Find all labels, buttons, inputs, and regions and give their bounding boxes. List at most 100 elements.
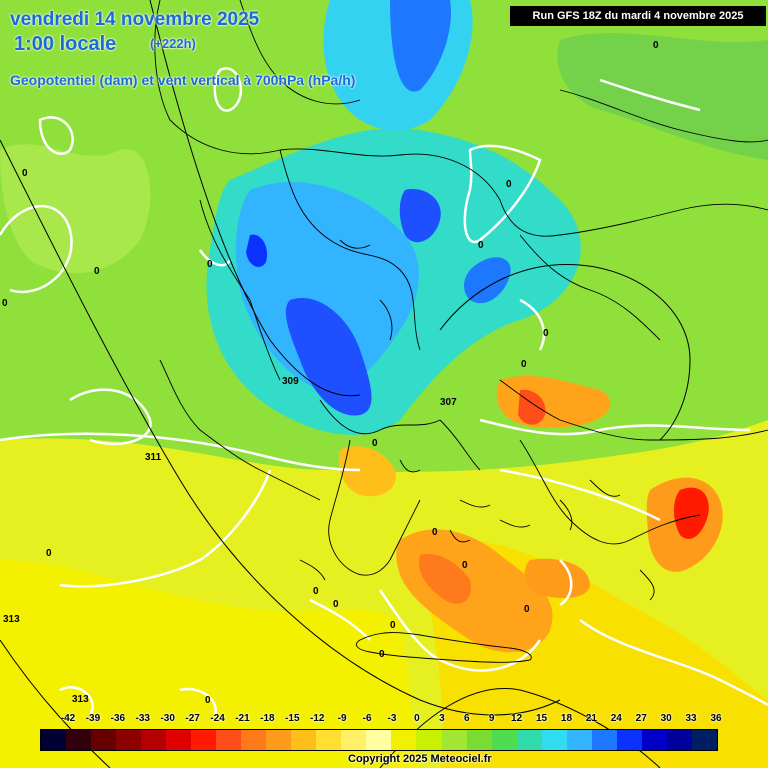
zero-label: 0 [372,438,378,449]
contour-label-311: 311 [145,452,162,463]
scale-cell [416,730,442,750]
scale-cell [316,730,342,750]
scale-cell [91,730,117,750]
scale-cell [66,730,92,750]
scale-cell [291,730,317,750]
zero-label: 0 [524,604,530,615]
yellow-region-sw [0,560,420,768]
zero-label: 0 [205,695,211,706]
zero-label: 0 [390,620,396,631]
scale-cell [116,730,142,750]
scale-tick-label: -24 [210,713,225,724]
scale-tick-label: 33 [685,713,697,724]
blue-patch-2 [464,257,511,304]
deep-orange-region [419,554,471,604]
scale-cell [641,730,667,750]
scale-cell [241,730,267,750]
zero-label: 0 [379,649,385,660]
forecast-date: vendredi 14 novembre 2025 [10,9,260,30]
scale-cell [691,730,717,750]
scale-cell [441,730,467,750]
scale-tick-label: 15 [535,713,548,724]
orange-patch-west [338,446,396,497]
scale-cell [166,730,192,750]
zero-label: 0 [2,298,8,309]
scale-cell [491,730,517,750]
scale-tick-label: -9 [337,713,347,724]
zero-label: 0 [653,40,659,51]
scale-tick-label: 27 [635,713,647,724]
zero-label: 0 [506,179,512,190]
zero-label: 0 [207,259,213,270]
scale-tick-label: -3 [387,713,397,724]
contour-label-313: 313 [3,614,20,625]
copyright: Copyright 2025 Meteociel.fr [348,753,492,765]
zero-label: 0 [22,168,28,179]
scale-cell [391,730,417,750]
contour-label-313: 313 [72,694,89,705]
scale-cell [591,730,617,750]
scale-tick-label: -39 [85,713,101,724]
contour-label-309: 309 [282,376,299,387]
scale-tick-label: -18 [260,713,275,724]
blue-patch [399,189,441,243]
coastlines [154,0,768,663]
scale-cell [666,730,692,750]
blue-region-greece [285,298,372,416]
scale-tick-label: -12 [309,713,325,724]
scale-tick-label: 30 [660,713,672,724]
color-scale-labels: -42 -39 -36 -33 -30 -27 -24 -21 -18 -15 -12 -9 -6 -3 0… [40,713,722,727]
scale-tick-label: 12 [511,713,523,724]
scale-cell [41,730,67,750]
zero-label: 0 [543,328,549,339]
zero-label: 0 [46,548,52,559]
geopotential-labels: 309 307 311 313 313 [3,376,457,705]
run-info-banner: Run GFS 18Z du mardi 4 novembre 2025 [510,6,766,26]
zero-label: 0 [94,266,100,277]
scale-tick-label: -33 [135,713,150,724]
scale-cell [266,730,292,750]
zero-label: 0 [333,599,339,610]
scale-tick-label: -36 [110,713,126,724]
scale-tick-label: -27 [185,713,200,724]
scale-tick-label: 21 [585,713,597,724]
red-patch-turkey [674,487,709,539]
zero-label: 0 [313,586,319,597]
lightblue-region [235,182,419,392]
scale-tick-label: -15 [285,713,300,724]
scale-cell [541,730,567,750]
scale-cell [466,730,492,750]
scale-cell [216,730,242,750]
scale-tick-label: 24 [610,713,622,724]
scale-tick-label: 0 [414,713,420,724]
parameter-title: Geopotentiel (dam) et vent vertical à 70… [10,72,356,88]
zero-labels: 0 0 0 0 0 0 0 0 0 0 0 0 0 0 0 0 0 0 0 [2,40,659,706]
scale-tick-label: 3 [439,713,445,724]
scale-tick-label: 6 [463,713,470,724]
zero-contours [0,67,768,716]
blue-region-north [390,0,451,92]
color-scale-bar [40,729,718,751]
scale-cell [341,730,367,750]
scale-tick-label: 36 [710,713,722,724]
scale-cell [191,730,217,750]
zero-label: 0 [478,240,484,251]
scale-cell [366,730,392,750]
green-patch-ne [557,32,768,160]
scale-tick-label: -6 [362,713,372,724]
local-time: 1:00 locale [14,33,117,55]
scale-tick-label: 18 [560,713,573,724]
scale-tick-label: -42 [60,713,76,724]
zero-label: 0 [432,527,438,538]
orange-patch-south [524,558,590,598]
scale-cell [566,730,592,750]
forecast-offset: (+222h) [150,36,196,51]
scale-tick-label: -30 [160,713,175,724]
blue-patch-3 [246,234,268,267]
scale-tick-label: -21 [235,713,250,724]
contour-label-307: 307 [440,397,457,408]
lime-patch [0,144,151,274]
zero-label: 0 [462,560,468,571]
scale-tick-label: 9 [488,713,495,724]
